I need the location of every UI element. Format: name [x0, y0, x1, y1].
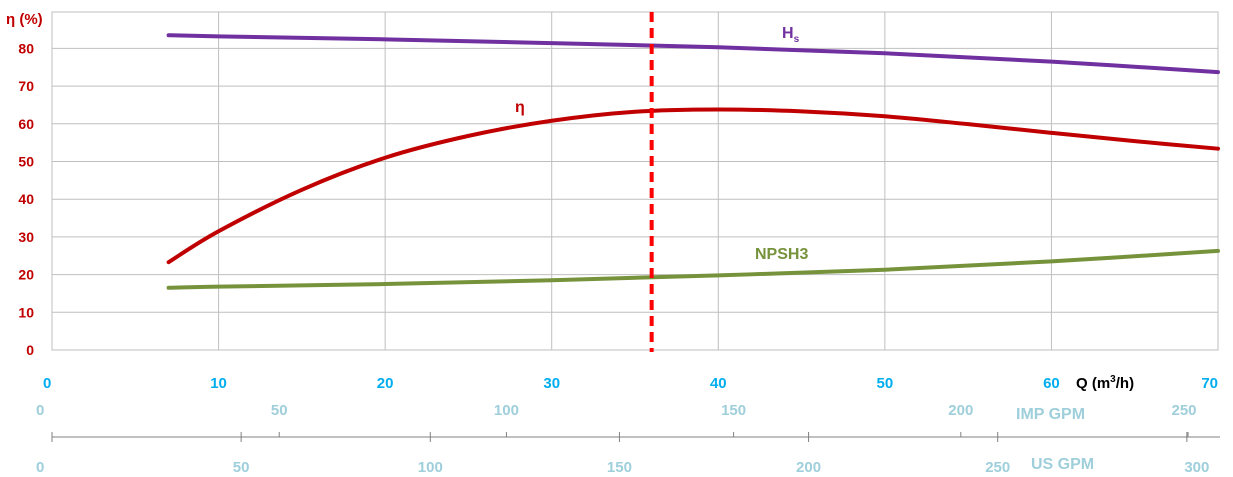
y-axis-title: η (%): [6, 11, 43, 28]
imp-gpm-axis-title: IMP GPM: [1016, 406, 1085, 423]
series-label-hs-main: H: [782, 25, 794, 42]
y-tick-label: 50: [18, 154, 34, 170]
q-tick-labels: 0 10 20 30 40 50 60 70: [43, 375, 1218, 392]
us-gpm-tick-label: 100: [418, 459, 443, 476]
q-tick-label: 40: [710, 375, 727, 392]
imp-gpm-tick-label: 100: [494, 402, 519, 419]
y-tick-label: 40: [18, 191, 34, 207]
imp-gpm-tick-label: 150: [721, 402, 746, 419]
y-tick-label: 30: [18, 229, 34, 245]
us-gpm-axis: 0 50 100 150 200 250 300: [36, 432, 1220, 476]
us-gpm-tick-label: 250: [985, 459, 1010, 476]
q-axis-title-sup: 3: [1110, 374, 1116, 385]
series-label-hs: Hs: [782, 25, 800, 45]
q-axis-title-main: Q (m: [1076, 375, 1110, 392]
q-tick-label: 20: [377, 375, 394, 392]
us-gpm-tick-label: 150: [607, 459, 632, 476]
y-tick-label: 80: [18, 40, 34, 56]
series-line-eta: [166, 107, 1220, 265]
y-tick-label: 20: [18, 267, 34, 283]
us-gpm-tick-label: 300: [1184, 459, 1209, 476]
us-gpm-tick-label: 50: [233, 459, 250, 476]
imp-gpm-tick-label: 0: [36, 402, 44, 419]
imp-gpm-axis: 0 50 100 150 200 250: [36, 402, 1197, 419]
q-tick-label: 50: [877, 375, 894, 392]
y-tick-label: 10: [18, 304, 34, 320]
series-line-hs: [166, 33, 1220, 75]
q-tick-label: 60: [1043, 375, 1060, 392]
us-gpm-axis-title: US GPM: [1031, 456, 1094, 473]
series-label-hs-sub: s: [794, 34, 800, 45]
grid: [51, 11, 1219, 351]
q-axis-title: Q (m3/h): [1076, 374, 1134, 392]
q-tick-label: 0: [43, 375, 51, 392]
q-tick-label: 10: [210, 375, 227, 392]
y-tick-labels: 0 10 20 30 40 50 60 70 80: [18, 40, 34, 358]
series-line-npsh3: [166, 248, 1220, 290]
series-label-npsh3: NPSH3: [755, 246, 808, 263]
imp-gpm-tick-label: 250: [1172, 402, 1197, 419]
q-axis-title-end: /h): [1116, 375, 1134, 392]
us-gpm-tick-label: 0: [36, 459, 44, 476]
q-tick-label: 70: [1201, 375, 1218, 392]
curves: [166, 33, 1220, 290]
q-tick-label: 30: [543, 375, 560, 392]
y-tick-label: 0: [26, 342, 34, 358]
imp-gpm-tick-label: 50: [271, 402, 288, 419]
y-tick-label: 70: [18, 78, 34, 94]
y-tick-label: 60: [18, 116, 34, 132]
imp-gpm-tick-label: 200: [948, 402, 973, 419]
us-gpm-tick-label: 200: [796, 459, 821, 476]
series-label-eta: η: [515, 99, 525, 116]
